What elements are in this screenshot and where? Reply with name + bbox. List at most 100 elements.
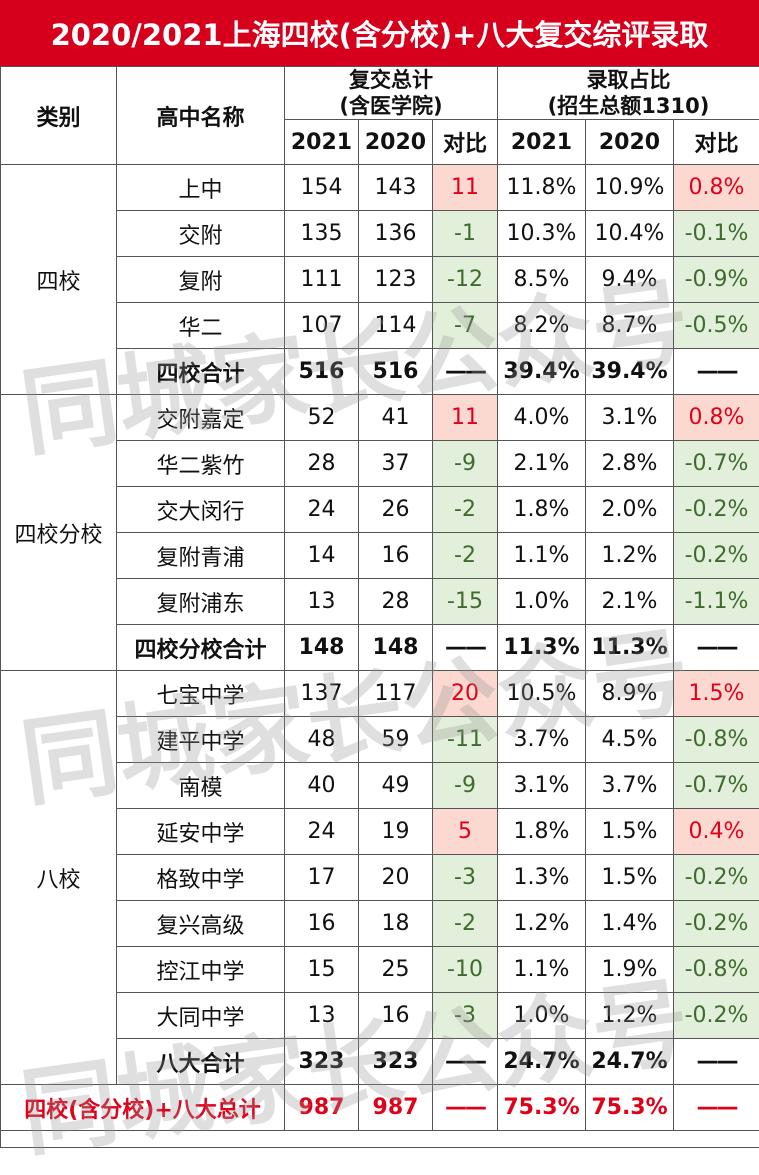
ratio-2021-cell: 10.5% (498, 671, 586, 717)
ratio-diff-cell: -0.7% (674, 763, 759, 809)
total-2021-cell: 52 (285, 395, 359, 441)
ratio-diff-cell: 0.8% (674, 165, 759, 211)
total-2020-cell: 117 (359, 671, 433, 717)
total-2020-cell: 26 (359, 487, 433, 533)
total-2021-cell: 13 (285, 993, 359, 1039)
ratio-2020-cell: 2.8% (586, 441, 674, 487)
ratio-2020-cell: 2.0% (586, 487, 674, 533)
total-2020-cell: 28 (359, 579, 433, 625)
ratio-diff-cell: -0.2% (674, 901, 759, 947)
ratio-diff-cell: -0.2% (674, 855, 759, 901)
ratio-2021-cell: 1.0% (498, 579, 586, 625)
header-group-ratio: 录取占比(招生总额1310) (498, 67, 759, 120)
header-total-2021: 2021 (285, 120, 359, 165)
total-diff-cell: -3 (433, 855, 498, 901)
subtotal-ratio-2020-cell: 24.7% (586, 1039, 674, 1085)
ratio-2021-cell: 1.3% (498, 855, 586, 901)
total-2020-cell: 143 (359, 165, 433, 211)
total-2020-cell: 37 (359, 441, 433, 487)
total-2021-cell: 111 (285, 257, 359, 303)
subtotal-2021-cell: 516 (285, 349, 359, 395)
ratio-2020-cell: 4.5% (586, 717, 674, 763)
total-diff-cell: 20 (433, 671, 498, 717)
ratio-2021-cell: 1.8% (498, 487, 586, 533)
table-footer-row (1, 1131, 759, 1148)
school-name-cell: 延安中学 (117, 809, 285, 855)
total-2021-cell: 24 (285, 487, 359, 533)
ratio-2021-cell: 3.1% (498, 763, 586, 809)
total-diff-cell: 11 (433, 395, 498, 441)
ratio-diff-cell: -0.9% (674, 257, 759, 303)
total-diff-cell: -3 (433, 993, 498, 1039)
ratio-2020-cell: 3.1% (586, 395, 674, 441)
grand-total-diff-cell: —— (433, 1085, 498, 1131)
total-2021-cell: 135 (285, 211, 359, 257)
total-2021-cell: 154 (285, 165, 359, 211)
subtotal-name-cell: 八大合计 (117, 1039, 285, 1085)
school-name-cell: 复附浦东 (117, 579, 285, 625)
total-2021-cell: 48 (285, 717, 359, 763)
total-2020-cell: 16 (359, 533, 433, 579)
ratio-2020-cell: 1.4% (586, 901, 674, 947)
subtotal-2020-cell: 516 (359, 349, 433, 395)
ratio-diff-cell: 1.5% (674, 671, 759, 717)
admission-table: 类别 高中名称 复交总计(含医学院) 录取占比(招生总额1310) 2021 2… (0, 66, 759, 1148)
total-2021-cell: 107 (285, 303, 359, 349)
school-name-cell: 南模 (117, 763, 285, 809)
subtotal-ratio-2021-cell: 39.4% (498, 349, 586, 395)
school-name-cell: 建平中学 (117, 717, 285, 763)
total-diff-cell: -2 (433, 901, 498, 947)
school-name-cell: 交大闵行 (117, 487, 285, 533)
total-diff-cell: -2 (433, 487, 498, 533)
subtotal-ratio-2020-cell: 11.3% (586, 625, 674, 671)
total-2020-cell: 25 (359, 947, 433, 993)
subtotal-diff-cell: —— (433, 625, 498, 671)
ratio-2020-cell: 1.5% (586, 855, 674, 901)
total-diff-cell: -7 (433, 303, 498, 349)
subtotal-2021-cell: 148 (285, 625, 359, 671)
subtotal-diff-cell: —— (433, 349, 498, 395)
header-ratio-diff: 对比 (674, 120, 759, 165)
school-name-cell: 华二紫竹 (117, 441, 285, 487)
subtotal-2020-cell: 148 (359, 625, 433, 671)
school-name-cell: 格致中学 (117, 855, 285, 901)
total-2020-cell: 18 (359, 901, 433, 947)
total-diff-cell: -15 (433, 579, 498, 625)
ratio-2020-cell: 8.7% (586, 303, 674, 349)
subtotal-name-cell: 四校分校合计 (117, 625, 285, 671)
ratio-2021-cell: 3.7% (498, 717, 586, 763)
ratio-2020-cell: 3.7% (586, 763, 674, 809)
ratio-2021-cell: 8.5% (498, 257, 586, 303)
total-2020-cell: 41 (359, 395, 433, 441)
ratio-2020-cell: 1.5% (586, 809, 674, 855)
school-name-cell: 交附 (117, 211, 285, 257)
ratio-diff-cell: -0.2% (674, 487, 759, 533)
ratio-diff-cell: -0.1% (674, 211, 759, 257)
subtotal-ratio-diff-cell: —— (674, 625, 759, 671)
ratio-2021-cell: 11.8% (498, 165, 586, 211)
grand-total-ratio-diff-cell: —— (674, 1085, 759, 1131)
total-diff-cell: -9 (433, 441, 498, 487)
grand-total-ratio-2021-cell: 75.3% (498, 1085, 586, 1131)
school-name-cell: 华二 (117, 303, 285, 349)
subtotal-ratio-diff-cell: —— (674, 1039, 759, 1085)
ratio-2020-cell: 8.9% (586, 671, 674, 717)
total-2020-cell: 49 (359, 763, 433, 809)
total-2020-cell: 59 (359, 717, 433, 763)
category-cell: 四校 (1, 165, 117, 395)
ratio-diff-cell: -0.5% (674, 303, 759, 349)
school-name-cell: 复附 (117, 257, 285, 303)
total-2021-cell: 16 (285, 901, 359, 947)
total-diff-cell: 5 (433, 809, 498, 855)
school-name-cell: 上中 (117, 165, 285, 211)
total-2020-cell: 19 (359, 809, 433, 855)
ratio-2021-cell: 1.1% (498, 947, 586, 993)
total-2021-cell: 24 (285, 809, 359, 855)
ratio-2021-cell: 1.2% (498, 901, 586, 947)
ratio-2020-cell: 1.2% (586, 533, 674, 579)
ratio-diff-cell: -0.2% (674, 533, 759, 579)
ratio-diff-cell: -0.7% (674, 441, 759, 487)
